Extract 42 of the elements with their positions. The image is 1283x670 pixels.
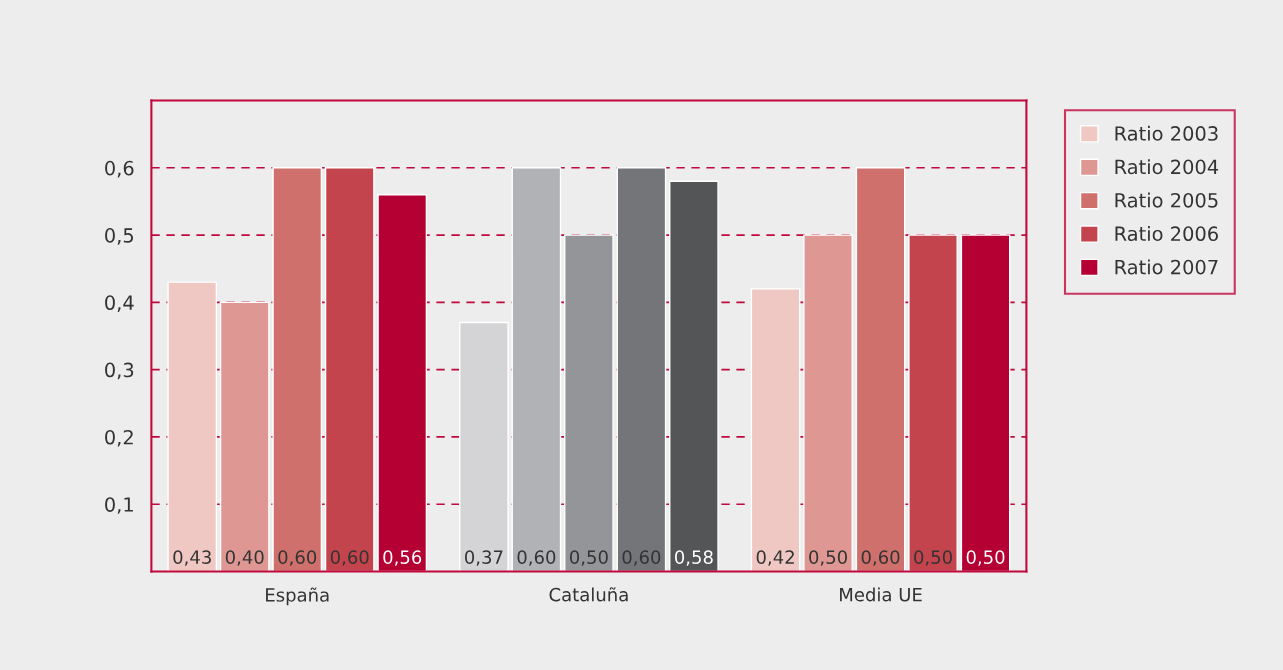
legend-label: Ratio 2004 bbox=[1115, 159, 1219, 175]
bar bbox=[750, 288, 801, 572]
data-label: 0,56 bbox=[383, 550, 422, 566]
bar bbox=[459, 321, 509, 572]
x-tick-label: Cataluña bbox=[549, 587, 628, 602]
data-label: 0,50 bbox=[966, 550, 1005, 566]
data-label: 0,60 bbox=[861, 550, 900, 566]
data-label: 0,60 bbox=[330, 550, 369, 566]
data-label: 0,58 bbox=[674, 550, 713, 566]
bar bbox=[669, 180, 719, 572]
bar bbox=[324, 167, 375, 572]
y-tick-label: 0,3 bbox=[105, 362, 134, 380]
legend-label: Ratio 2003 bbox=[1115, 125, 1218, 141]
bar bbox=[167, 281, 218, 572]
legend-label: Ratio 2006 bbox=[1115, 226, 1218, 242]
y-tick-label: 0,5 bbox=[105, 228, 134, 245]
data-label: 0,42 bbox=[756, 550, 794, 566]
bar bbox=[616, 167, 667, 572]
data-label: 0,40 bbox=[225, 550, 264, 566]
y-tick-label: 0,1 bbox=[105, 497, 133, 514]
y-tick-label: 0,6 bbox=[105, 160, 134, 178]
legend-label: Ratio 2007 bbox=[1115, 259, 1218, 275]
legend-label: Ratio 2005 bbox=[1115, 192, 1218, 208]
data-label: 0,60 bbox=[278, 550, 317, 566]
bar bbox=[803, 234, 853, 572]
bar bbox=[511, 167, 562, 572]
data-label: 0,50 bbox=[914, 550, 952, 566]
bar bbox=[908, 234, 958, 572]
bar bbox=[219, 301, 270, 572]
data-label: 0,60 bbox=[517, 550, 556, 566]
y-tick-label: 0,4 bbox=[105, 295, 134, 313]
x-tick-label: Media UE bbox=[840, 587, 922, 602]
data-label: 0,37 bbox=[464, 550, 503, 566]
data-label: 0,60 bbox=[622, 550, 661, 566]
data-label: 0,50 bbox=[569, 550, 608, 566]
data-label: 0,50 bbox=[809, 550, 847, 566]
data-label: 0,43 bbox=[173, 550, 211, 566]
bar bbox=[272, 167, 323, 572]
bar bbox=[564, 234, 614, 572]
y-tick-label: 0,2 bbox=[105, 429, 133, 447]
x-tick-label: España bbox=[266, 587, 329, 606]
bar bbox=[855, 167, 906, 572]
